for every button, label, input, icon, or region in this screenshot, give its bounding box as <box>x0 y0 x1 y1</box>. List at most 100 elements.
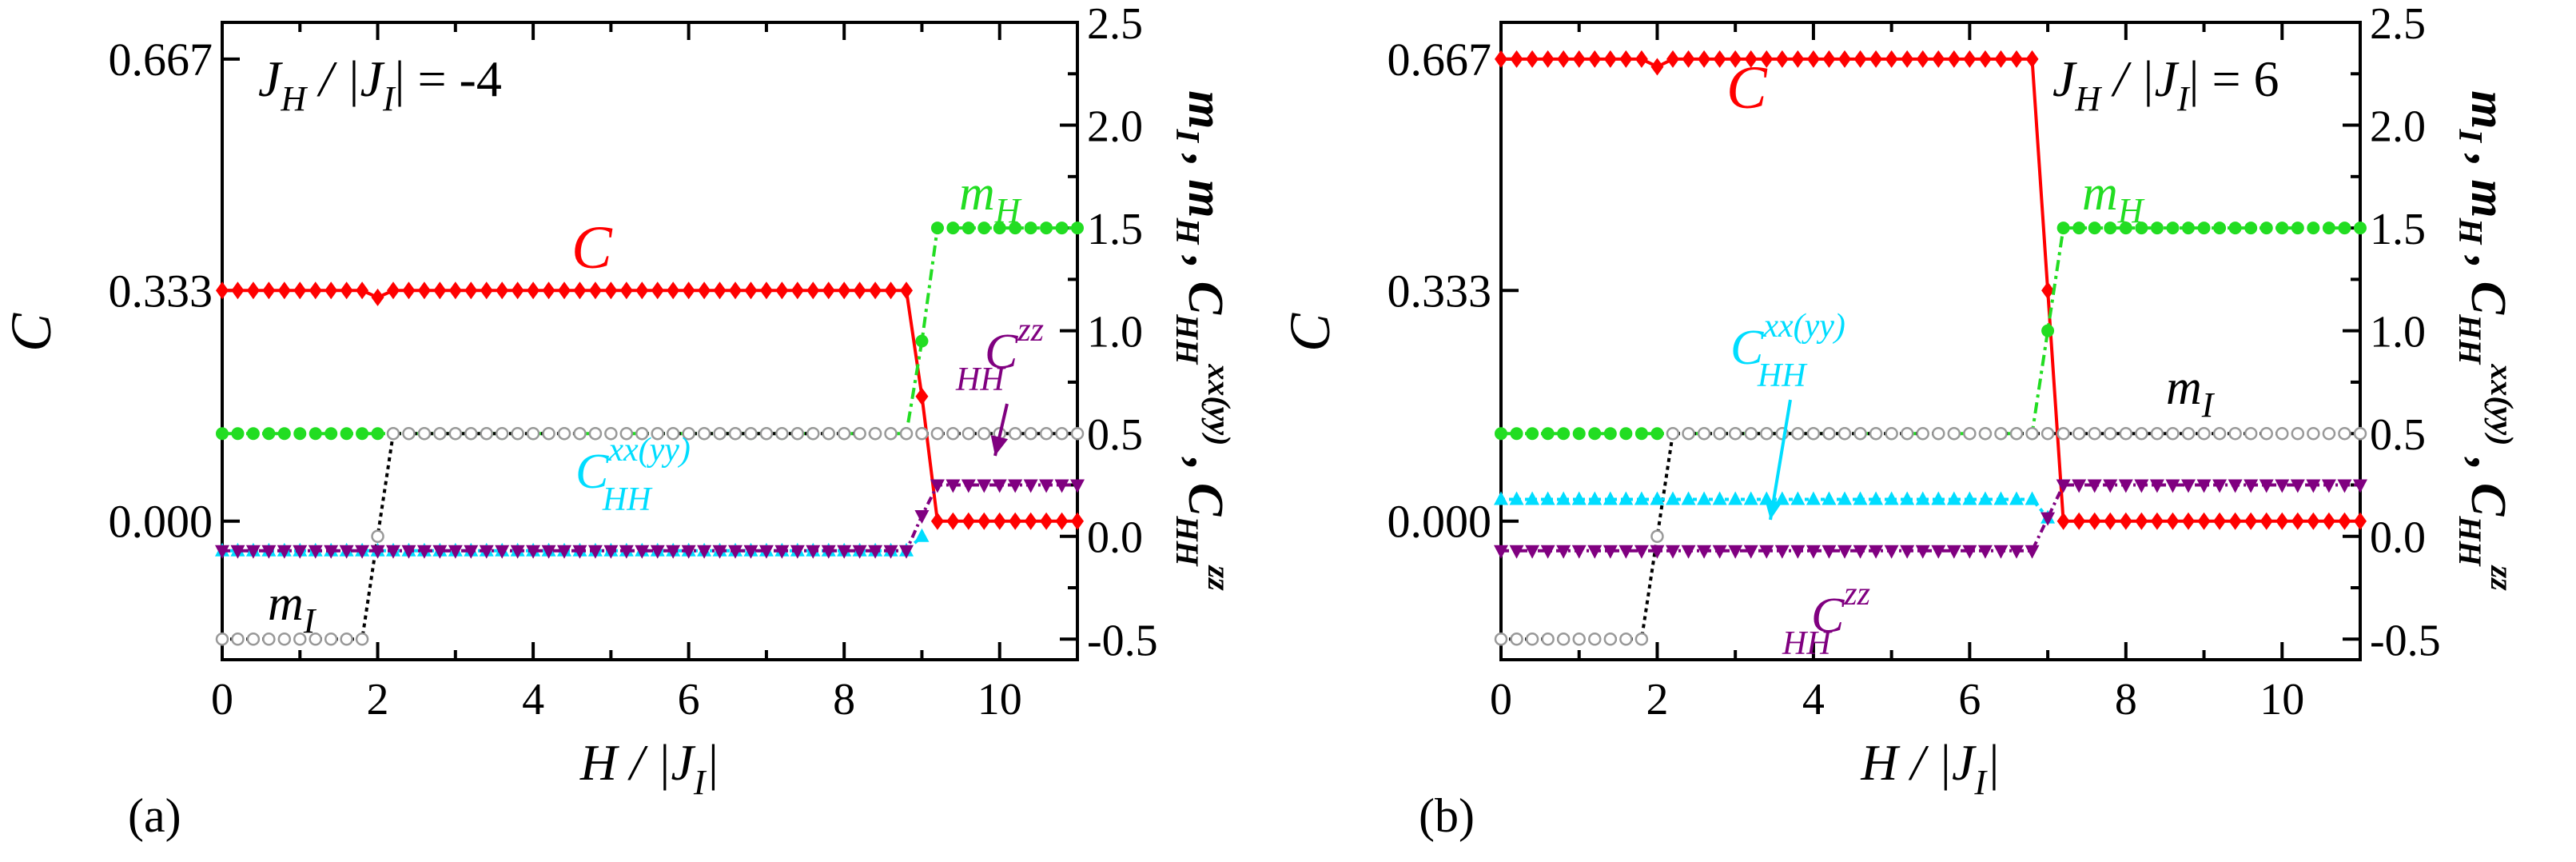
y-left-tick-label: 0.333 <box>1388 265 1492 317</box>
label-a-Cxx-sub: HH <box>602 481 653 518</box>
x-axis-label: H / |JI| <box>579 734 719 802</box>
series-c-point <box>1682 50 1695 68</box>
series-c-hh-zz-point <box>432 545 448 559</box>
series-m-i-point <box>511 426 524 441</box>
series-c-hh-zz-point <box>1039 479 1054 493</box>
series-c-point <box>2291 512 2304 530</box>
series-m-h-point <box>2056 221 2070 235</box>
series-m-h <box>216 221 1084 441</box>
series-c-hh-xx-yy--point <box>1509 491 1524 505</box>
series-c-hh-zz-point <box>2228 479 2243 493</box>
series-m-i-point <box>2244 426 2258 441</box>
series-c-point <box>667 281 680 300</box>
series-m-i-point <box>2104 426 2117 441</box>
series-m-i-point <box>1055 426 1069 441</box>
series-m-h <box>1495 221 2367 441</box>
series-c-point <box>246 281 260 300</box>
series-c-point <box>1071 512 1084 530</box>
label-a-mI: mI <box>268 577 317 641</box>
series-m-i-point <box>1588 633 1602 646</box>
series-c-point <box>511 281 524 300</box>
series-c-point <box>682 281 695 300</box>
series-m-i-point <box>1994 426 2008 441</box>
series-m-i-point <box>930 426 945 441</box>
series-c-hh-zz-point <box>774 545 790 559</box>
y-right-label-cxx-main: , C <box>2461 244 2515 315</box>
series-m-i-point <box>1603 633 1618 646</box>
y-right-tick-label: 2.0 <box>1087 102 1143 152</box>
series-c-point <box>1557 50 1571 68</box>
x-axis-label-main: H / |J <box>579 734 696 791</box>
series-c-hh-zz-point <box>2118 479 2133 493</box>
label-b-C-main: C <box>1726 54 1768 122</box>
series-m-i-point <box>2040 426 2055 441</box>
series-c-point <box>651 281 664 300</box>
series-m-i-point <box>448 426 463 441</box>
series-c-point <box>1009 512 1022 530</box>
series-m-h-line <box>222 226 1077 436</box>
series-m-i-point <box>728 426 743 441</box>
series-c-hh-zz-point <box>541 545 556 559</box>
series-c-point <box>822 281 835 300</box>
series-m-i-point <box>2135 426 2148 441</box>
series-c-point <box>231 281 245 300</box>
series-c-hh-xx-yy--point <box>2009 491 2024 505</box>
series-c-hh-zz-point <box>2072 479 2087 493</box>
series-c-hh-zz-point <box>587 545 603 559</box>
series-c-point <box>433 281 447 300</box>
series-m-i-point <box>697 426 711 441</box>
series-c-hh-zz-point <box>2321 479 2336 493</box>
series-c-point <box>1806 50 1820 68</box>
series-c-point <box>884 281 898 300</box>
series-m-h-point <box>1634 427 1648 441</box>
x-tick-label: 10 <box>977 675 1022 724</box>
series-m-h-point <box>1510 427 1523 441</box>
label-b-mI-main: m <box>2166 361 2202 415</box>
x-tick-label: 0 <box>211 675 233 724</box>
series-c-hh-xx-yy--point <box>1525 491 1540 505</box>
series-m-h-point <box>2166 221 2180 235</box>
series-c <box>1495 50 2367 530</box>
series-c-hh-zz-point <box>416 545 432 559</box>
series-m-h-point <box>356 427 369 441</box>
series-m-i-point <box>402 426 416 441</box>
x-tick-label: 4 <box>1802 675 1825 724</box>
y-right-tick-label: 2.0 <box>2370 102 2426 152</box>
label-b-Cxx-main: C <box>1730 321 1764 375</box>
series-m-i-point <box>1024 426 1037 441</box>
series-c-hh-xx-yy--point <box>1837 491 1852 505</box>
series-c-point <box>806 281 820 300</box>
label-a-mH: mH <box>959 166 1022 230</box>
y-right-label-czz-main: , C <box>1178 446 1232 517</box>
series-m-h-point <box>2275 221 2289 235</box>
series-c-hh-zz-point <box>1650 545 1665 559</box>
y-right-tick-label: 1.0 <box>2370 308 2426 357</box>
label-b-mI: mI <box>2166 361 2216 425</box>
series-c-point <box>869 281 882 300</box>
label-a-Cxx-main: C <box>575 445 609 499</box>
panel-b: 0 2 4 6 8 10 0.000 0.333 0.667 -0.5 0.0 0.5 1.0 1.5 2.… <box>1278 0 2520 842</box>
series-c-point <box>1791 50 1805 68</box>
series-m-i-point <box>1885 426 1898 441</box>
series-c-point <box>277 281 291 300</box>
series-c-hh-zz-point <box>1054 479 1069 493</box>
series-m-i <box>1494 426 2367 646</box>
series-c-hh-zz-point <box>2259 479 2274 493</box>
series-c-point <box>1526 50 1539 68</box>
series-c-point <box>1040 512 1053 530</box>
series-c-point <box>1838 50 1851 68</box>
series-c-hh-xx-yy--point <box>1931 491 1946 505</box>
series-c-hh-zz-point <box>1915 545 1930 559</box>
series-c-hh-zz-point <box>1525 545 1540 559</box>
y-left-tick-label: 0.667 <box>109 34 213 86</box>
series-c-point <box>1947 50 1961 68</box>
series-c-hh-xx-yy--point <box>1993 491 2009 505</box>
series-m-i-point <box>2150 426 2164 441</box>
series-c-hh-zz-point <box>1743 545 1758 559</box>
series-m-i-point <box>2197 426 2211 441</box>
label-a-Czz-sub: HH <box>955 361 1006 398</box>
series-m-i-point <box>2322 426 2336 441</box>
series-c-point <box>1650 58 1664 76</box>
series-c-point <box>2025 50 2039 68</box>
series-m-h-line <box>1501 226 2360 436</box>
